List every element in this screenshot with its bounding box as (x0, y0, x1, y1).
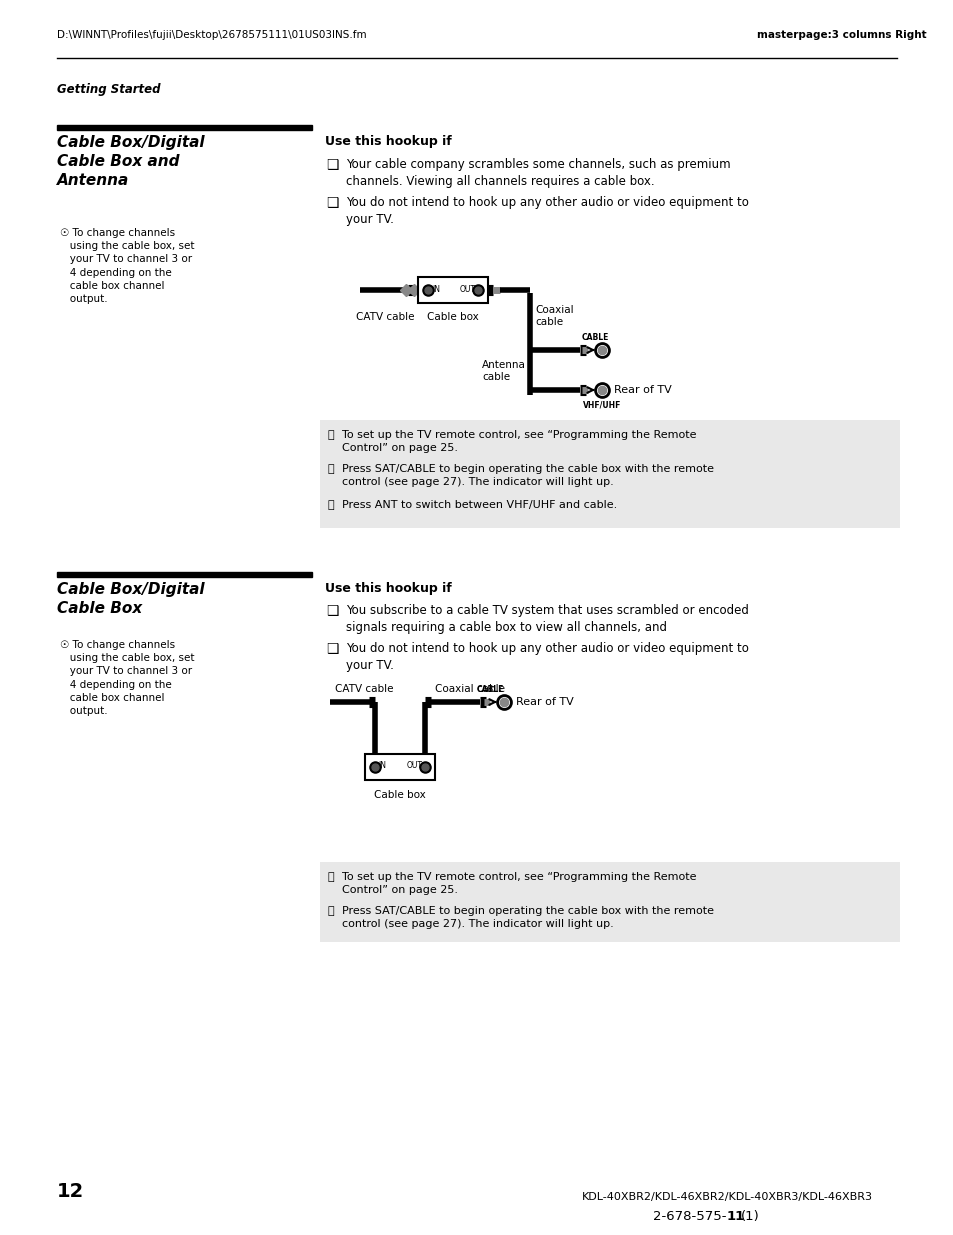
Text: CABLE: CABLE (580, 333, 608, 342)
Bar (417, 277, 488, 303)
Text: ␀: ␀ (328, 872, 335, 882)
Bar (365, 755, 435, 781)
Text: OUT: OUT (459, 284, 476, 294)
Text: ☉ To change channels
   using the cable box, set
   your TV to channel 3 or
   4: ☉ To change channels using the cable box… (60, 228, 194, 304)
Text: ␀: ␀ (328, 500, 335, 510)
Text: Rear of TV: Rear of TV (516, 697, 573, 706)
Bar (57, 125, 312, 130)
Text: Use this hookup if: Use this hookup if (325, 135, 452, 148)
Text: CATV cable: CATV cable (355, 312, 414, 322)
Text: You do not intend to hook up any other audio or video equipment to
your TV.: You do not intend to hook up any other a… (346, 642, 748, 672)
Text: Press SAT/CABLE to begin operating the cable box with the remote
control (see pa: Press SAT/CABLE to begin operating the c… (341, 906, 713, 929)
Text: IN: IN (377, 762, 386, 771)
Text: ❑: ❑ (326, 158, 338, 172)
Text: You do not intend to hook up any other audio or video equipment to
your TV.: You do not intend to hook up any other a… (346, 196, 748, 226)
Text: Use this hookup if: Use this hookup if (325, 582, 452, 595)
Text: ❑: ❑ (326, 604, 338, 618)
Text: ❑: ❑ (326, 642, 338, 656)
Text: masterpage:3 columns Right: masterpage:3 columns Right (757, 30, 925, 40)
Text: Coaxial
cable: Coaxial cable (535, 305, 573, 327)
Text: Antenna
cable: Antenna cable (481, 359, 525, 383)
Text: Cable box: Cable box (374, 790, 425, 800)
Text: Rear of TV: Rear of TV (614, 385, 671, 395)
Text: KDL-40XBR2/KDL-46XBR2/KDL-40XBR3/KDL-46XBR3: KDL-40XBR2/KDL-46XBR2/KDL-40XBR3/KDL-46X… (581, 1192, 872, 1202)
Text: ␀: ␀ (328, 906, 335, 916)
Text: Press SAT/CABLE to begin operating the cable box with the remote
control (see pa: Press SAT/CABLE to begin operating the c… (341, 464, 713, 487)
Text: ❑: ❑ (326, 196, 338, 210)
Text: D:\WINNT\Profiles\fujii\Desktop\2678575111\01US03INS.fm: D:\WINNT\Profiles\fujii\Desktop\26785751… (57, 30, 366, 40)
Text: 11: 11 (726, 1210, 744, 1223)
Text: VHF/UHF: VHF/UHF (582, 400, 620, 409)
Text: Getting Started: Getting Started (57, 83, 160, 96)
Text: You subscribe to a cable TV system that uses scrambled or encoded
signals requir: You subscribe to a cable TV system that … (346, 604, 748, 634)
Text: (1): (1) (740, 1210, 759, 1223)
Text: IN: IN (432, 284, 439, 294)
Text: To set up the TV remote control, see “Programming the Remote
Control” on page 25: To set up the TV remote control, see “Pr… (341, 872, 696, 895)
Text: Press ANT to switch between VHF/UHF and cable.: Press ANT to switch between VHF/UHF and … (341, 500, 617, 510)
Text: Cable Box/Digital
Cable Box: Cable Box/Digital Cable Box (57, 582, 204, 616)
Text: CABLE: CABLE (476, 685, 503, 694)
Text: Cable Box/Digital
Cable Box and
Antenna: Cable Box/Digital Cable Box and Antenna (57, 135, 204, 189)
Text: Cable box: Cable box (427, 312, 478, 322)
Bar (319, 420, 899, 529)
Text: CATV cable: CATV cable (335, 684, 393, 694)
Text: ␀: ␀ (328, 430, 335, 440)
Bar (57, 572, 312, 577)
Text: To set up the TV remote control, see “Programming the Remote
Control” on page 25: To set up the TV remote control, see “Pr… (341, 430, 696, 453)
Text: ☉ To change channels
   using the cable box, set
   your TV to channel 3 or
   4: ☉ To change channels using the cable box… (60, 640, 194, 716)
Text: Coaxial cable: Coaxial cable (435, 684, 504, 694)
Text: Your cable company scrambles some channels, such as premium
channels. Viewing al: Your cable company scrambles some channe… (346, 158, 730, 188)
Text: ␀: ␀ (328, 464, 335, 474)
Text: 12: 12 (57, 1182, 84, 1200)
Text: OUT: OUT (407, 762, 422, 771)
Bar (319, 862, 899, 942)
Text: 2-678-575-: 2-678-575- (653, 1210, 726, 1223)
